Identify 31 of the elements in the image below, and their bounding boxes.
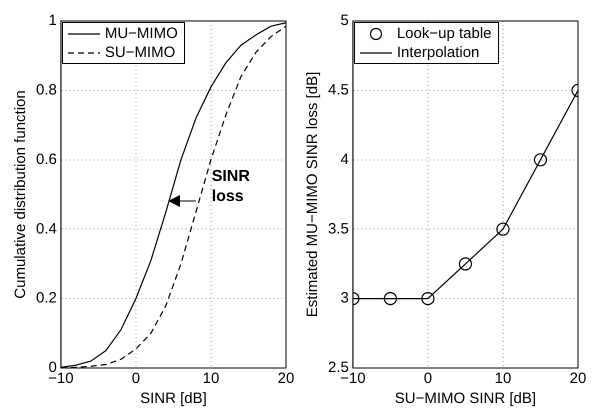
legend-label: Interpolation	[396, 43, 480, 62]
point	[421, 292, 434, 306]
legend-label: Look−up table	[396, 24, 492, 43]
y-tick-label: 0.4	[36, 220, 57, 238]
y-tick-label: 4.5	[328, 82, 349, 99]
y-tick-label: 0.2	[36, 290, 57, 307]
x-tick-label: 0	[424, 370, 432, 388]
y-axis-title: Estimated MU−MIMO SINR loss [dB]	[304, 72, 322, 318]
x-tick-label: 20	[570, 370, 586, 388]
point	[496, 222, 510, 236]
point	[534, 153, 548, 166]
y-tick-label: 3.5	[328, 220, 349, 238]
y-tick-label: 5	[340, 12, 349, 30]
legend-label: SU−MIMO	[104, 43, 176, 62]
y-tick-label: 0.6	[36, 150, 57, 168]
y-axis-title: Cumulative distribution function	[12, 90, 30, 299]
point	[458, 257, 472, 270]
x-tick-label: 0	[132, 370, 140, 388]
x-axis-title: SINR [dB]	[140, 390, 207, 408]
x-tick-label: 20	[278, 370, 294, 388]
y-tick-label: 0.8	[36, 82, 57, 99]
y-tick-label: 4	[340, 150, 349, 168]
x-axis-title: SU−MIMO SINR [dB]	[394, 390, 536, 408]
y-tick-label: 3	[340, 290, 349, 307]
y-tick-label: 2.5	[328, 359, 349, 376]
y-tick-label: 1	[48, 12, 57, 30]
x-tick-label: 10	[494, 370, 512, 388]
legend-label: MU−MIMO	[104, 24, 178, 43]
y-tick-label: 0	[48, 359, 57, 376]
x-tick-label: 10	[202, 370, 220, 388]
annotation: SINR loss	[212, 166, 251, 207]
